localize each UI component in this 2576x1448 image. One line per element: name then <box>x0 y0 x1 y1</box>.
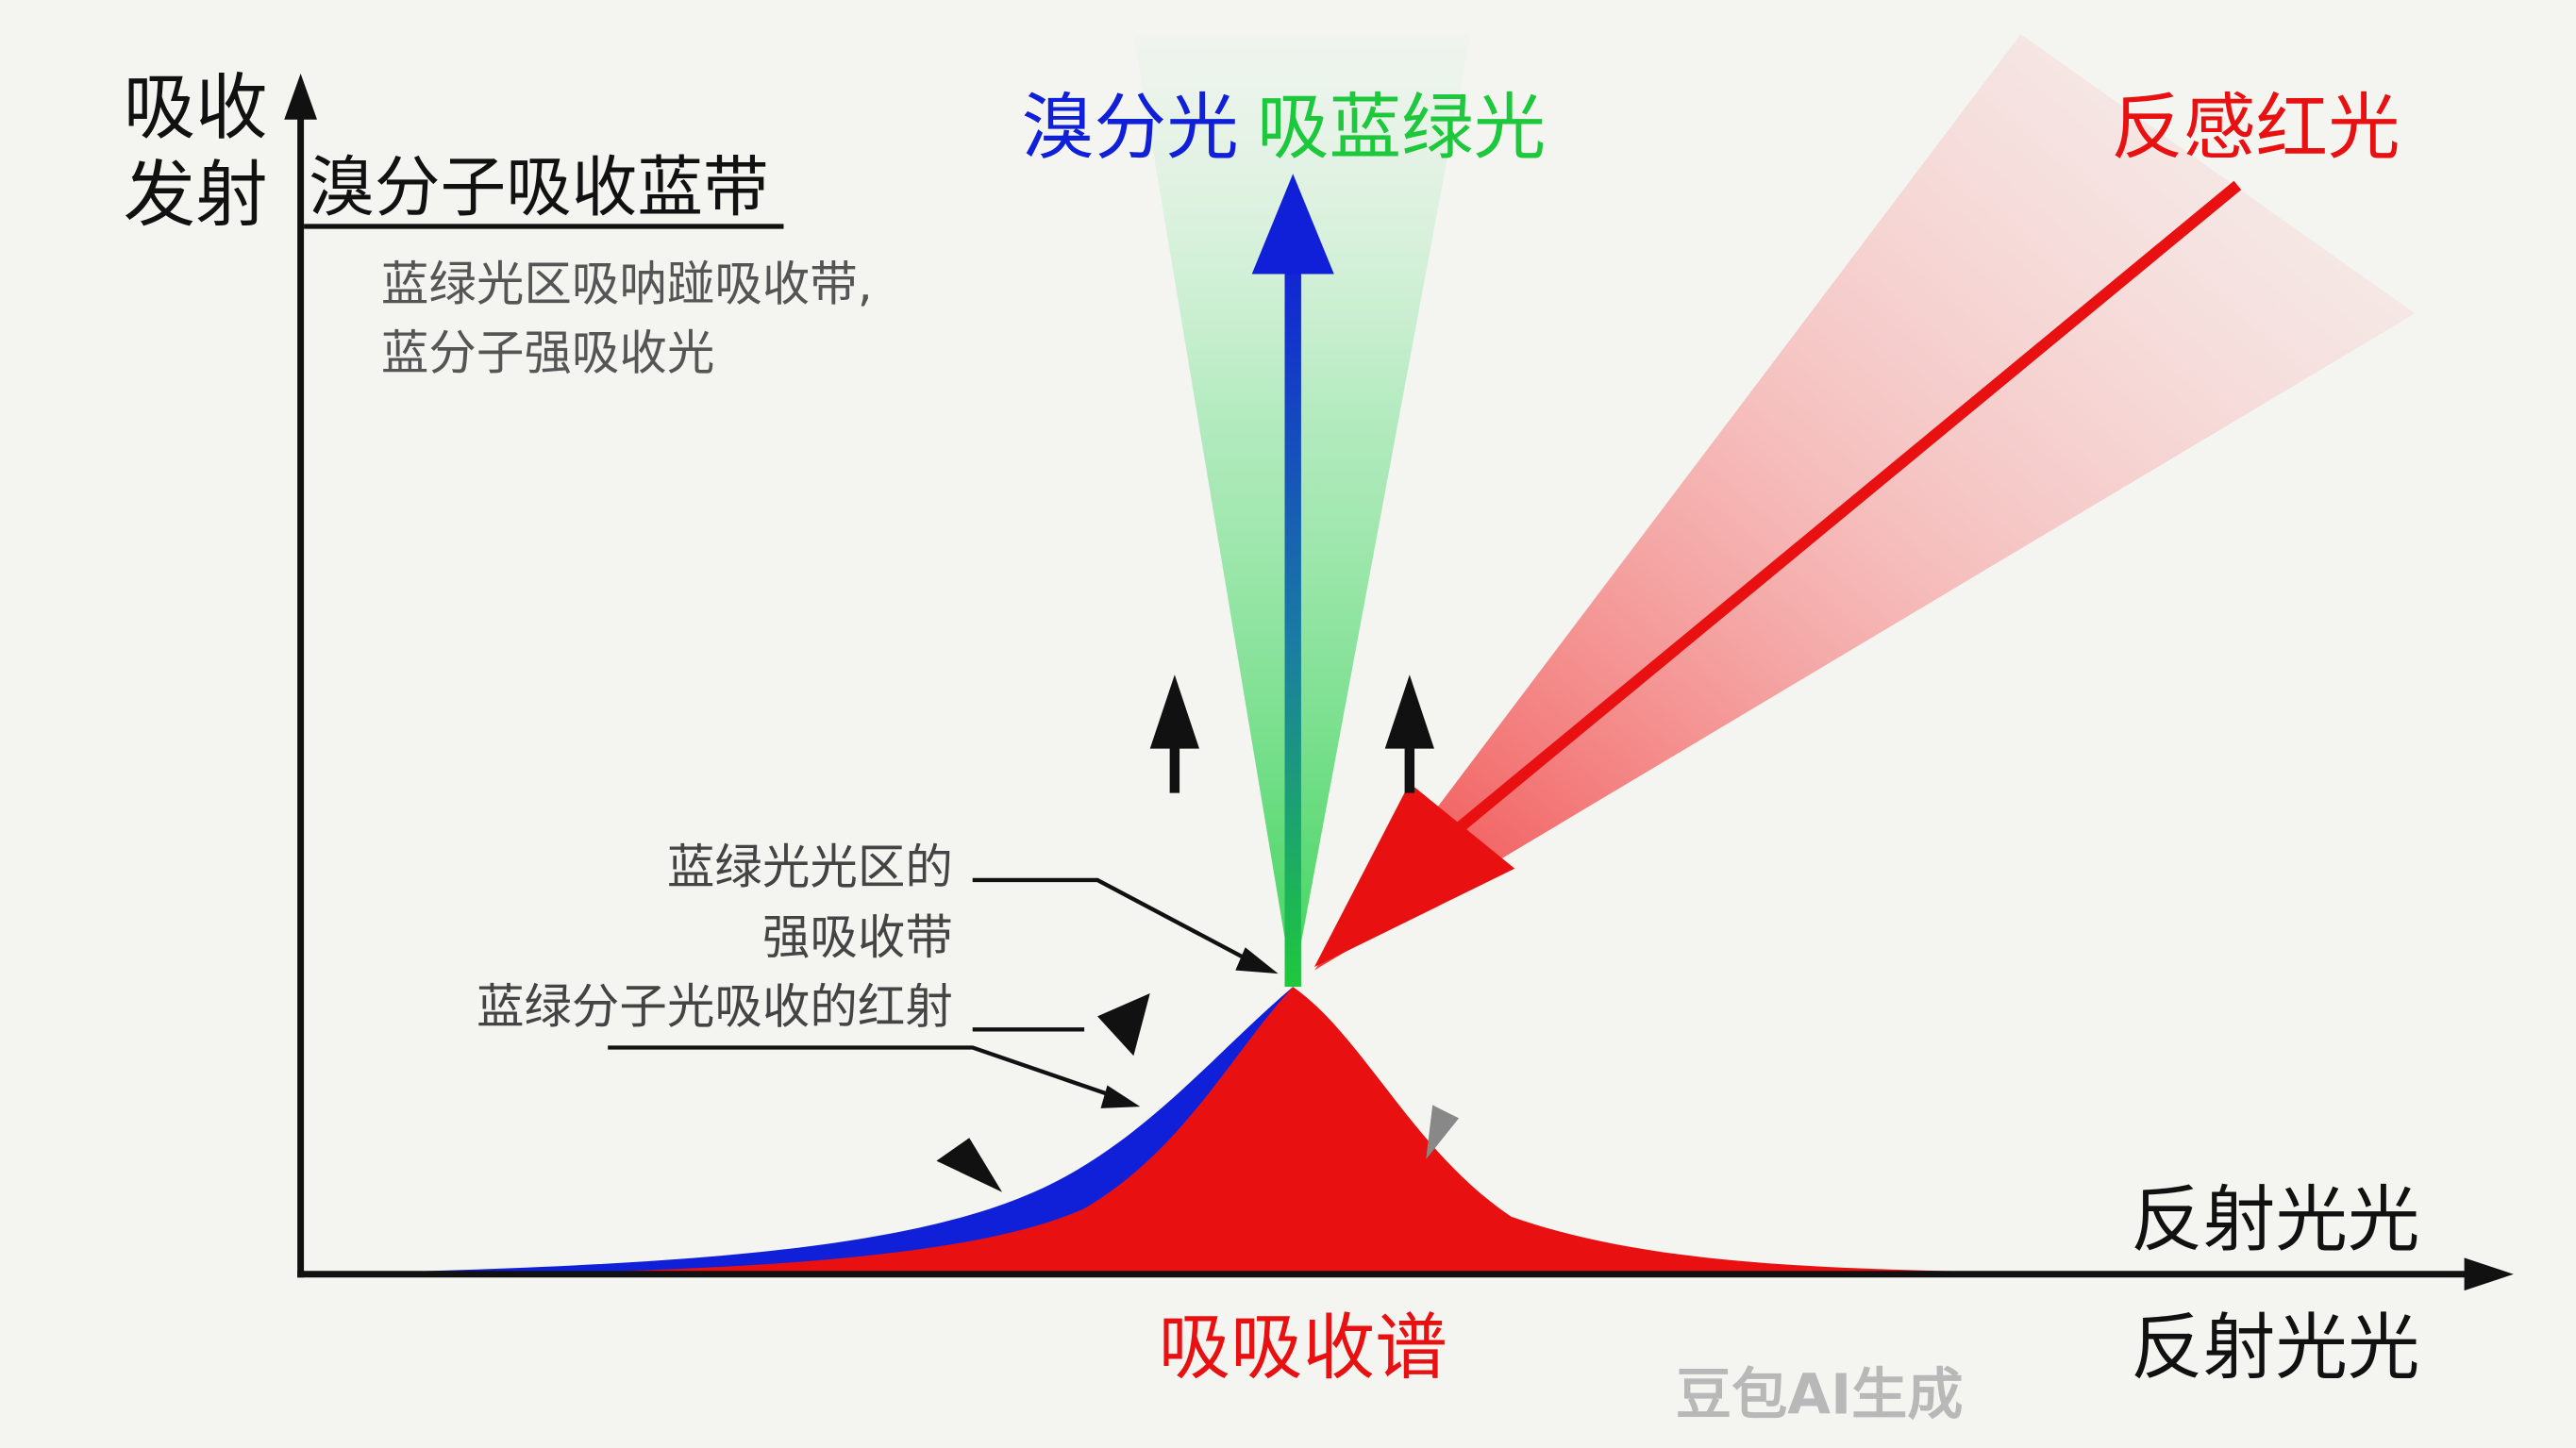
up-arrow-icon <box>1384 674 1434 793</box>
red-light-cone <box>1313 34 2416 971</box>
red-absorption-curve <box>493 987 2030 1274</box>
annotation-text: 蓝绿光光区的 <box>667 839 953 894</box>
red-arrow-head <box>1313 783 1515 968</box>
up-arrow-icon <box>1149 674 1199 793</box>
y-axis-label: 吸收 <box>124 67 268 151</box>
red-light-label: 反感红光 <box>2111 87 2400 171</box>
diagram-title: 溴分子吸收蓝带 <box>309 150 768 226</box>
x-axis-arrow-icon <box>2464 1257 2514 1291</box>
blue-arrow-head <box>1251 174 1334 275</box>
leader-line <box>972 877 1263 970</box>
leader-arrowhead-icon <box>1100 1085 1141 1108</box>
leader-arrowhead-icon <box>1235 947 1279 974</box>
arrowhead-marker-icon <box>1097 993 1150 1057</box>
green-light-label: 吸蓝绿光 <box>1257 87 1546 171</box>
y-axis-label: 发射 <box>124 154 268 238</box>
blue-absorption-curve <box>304 987 1294 1274</box>
note-text: 蓝分子强吸收光 <box>381 325 714 380</box>
red-arrow-shaft <box>1442 180 2242 844</box>
x-axis-label: 反射光光 <box>2131 1307 2419 1390</box>
arrowhead-marker-icon <box>1426 1105 1460 1159</box>
note-text: 蓝绿光区吸呐踫吸收带, <box>381 256 873 311</box>
y-axis-arrow-icon <box>284 74 318 120</box>
green-light-cone <box>1133 34 1471 988</box>
blue-arrow-shaft <box>1284 247 1301 988</box>
spectrum-label: 吸吸收谱 <box>1158 1307 1447 1390</box>
annotation-text: 强吸收带 <box>762 909 953 965</box>
arrowhead-marker-icon <box>936 1138 1003 1192</box>
watermark: 豆包AI生成 <box>1676 1362 1964 1427</box>
annotation-text: 蓝绿分子光吸收的红射 <box>477 978 953 1034</box>
x-axis-label: 反射光光 <box>2131 1178 2419 1262</box>
leader-line <box>608 1045 1122 1101</box>
blue-light-label: 溴分光 <box>1022 87 1239 171</box>
